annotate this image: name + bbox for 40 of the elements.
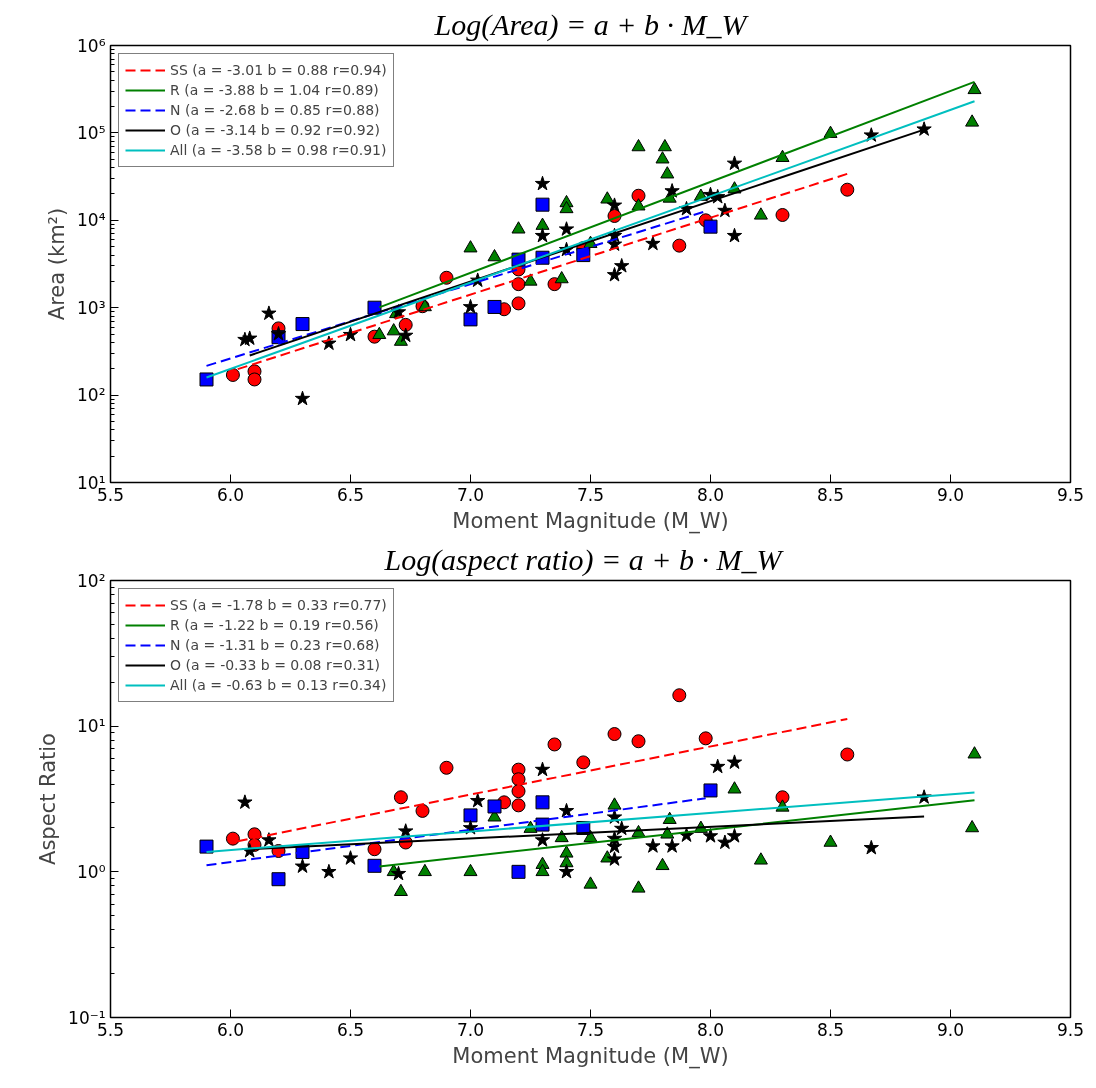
legend-label: R (a = -1.22 b = 0.19 r=0.56) xyxy=(170,616,379,634)
x-tick-label: 8.0 xyxy=(696,1019,725,1040)
chart-title: Log(aspect ratio) = a + b · M_W xyxy=(383,542,785,577)
x-tick-label: 7.0 xyxy=(456,484,485,505)
x-axis-title: Moment Magnitude (M_W) xyxy=(452,508,729,534)
y-tick-label: 10² xyxy=(77,385,106,406)
x-tick-label: 6.0 xyxy=(216,484,245,505)
x-axis-title: Moment Magnitude (M_W) xyxy=(452,1043,729,1069)
x-tick-label: 6.0 xyxy=(216,1019,245,1040)
legend-label: SS (a = -1.78 b = 0.33 r=0.77) xyxy=(170,596,387,614)
x-tick-label: 6.5 xyxy=(336,1019,365,1040)
y-tick-label: 10¹ xyxy=(77,716,106,737)
legend-label: All (a = -0.63 b = 0.13 r=0.34) xyxy=(170,676,387,694)
legend-label: SS (a = -3.01 b = 0.88 r=0.94) xyxy=(170,61,387,79)
x-tick-label: 7.5 xyxy=(576,1019,605,1040)
legend-label: O (a = -3.14 b = 0.92 r=0.92) xyxy=(170,121,381,139)
y-tick-label: 10² xyxy=(77,570,106,591)
x-tick-label: 6.5 xyxy=(336,484,365,505)
y-tick-label: 10⁰ xyxy=(77,861,106,882)
legend-label: R (a = -3.88 b = 1.04 r=0.89) xyxy=(170,81,379,99)
x-tick-label: 7.5 xyxy=(576,484,605,505)
x-tick-label: 9.5 xyxy=(1056,484,1085,505)
y-axis-title: Area (km²) xyxy=(45,207,70,321)
y-tick-label: 10⁵ xyxy=(77,122,106,143)
x-tick-label: 8.5 xyxy=(816,1019,845,1040)
x-tick-label: 8.5 xyxy=(816,484,845,505)
x-tick-label: 9.0 xyxy=(936,484,965,505)
y-tick-label: 10⁶ xyxy=(77,35,106,56)
y-tick-label: 10³ xyxy=(77,297,106,318)
x-tick-label: 8.0 xyxy=(696,484,725,505)
chart-title: Log(Area) = a + b · M_W xyxy=(433,7,750,42)
x-tick-label: 7.0 xyxy=(456,1019,485,1040)
y-tick-label: 10⁴ xyxy=(77,210,106,231)
legend-label: N (a = -2.68 b = 0.85 r=0.88) xyxy=(170,101,380,119)
legend-label: N (a = -1.31 b = 0.23 r=0.68) xyxy=(170,636,380,654)
y-axis-title: Aspect Ratio xyxy=(36,733,61,865)
legend-label: O (a = -0.33 b = 0.08 r=0.31) xyxy=(170,656,381,674)
x-tick-label: 9.0 xyxy=(936,1019,965,1040)
legend-label: All (a = -3.58 b = 0.98 r=0.91) xyxy=(170,141,387,159)
x-tick-label: 9.5 xyxy=(1056,1019,1085,1040)
